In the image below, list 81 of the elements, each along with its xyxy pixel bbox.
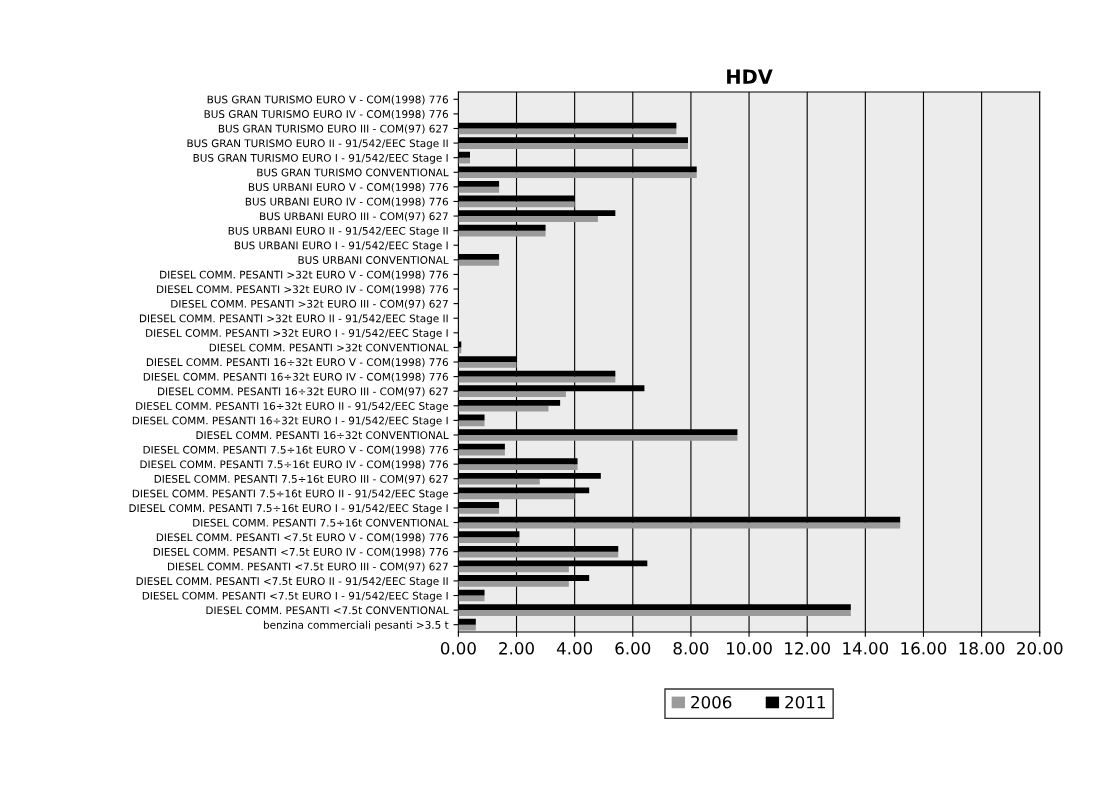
y-tick-label: BUS GRAN TURISMO CONVENTIONAL — [257, 168, 449, 177]
y-tick-label: benzina commerciali pesanti >3.5 t — [263, 620, 449, 631]
bar — [458, 610, 851, 616]
bar — [458, 551, 619, 558]
bar — [458, 502, 500, 508]
legend-label: 2011 — [785, 695, 825, 709]
bar — [458, 420, 485, 427]
bar — [458, 143, 689, 149]
y-tick-label: DIESEL COMM. PESANTI <7.5t EURO IV - COM(1998) 776 — [153, 547, 448, 558]
y-tick-label: DIESEL COMM. PESANTI 16÷32t EURO II - 91/542/EEC Stage — [136, 402, 449, 412]
bar — [458, 589, 485, 596]
y-tick-label: DIESEL COMM. PESANTI <7.5t EURO II - 91/542/EEC Stage II — [136, 577, 448, 588]
y-tick-label: DIESEL COMM. PESANTI 7.5÷16t EURO IV - COM(1998) 776 — [140, 460, 448, 470]
y-tick-label: DIESEL COMM. PESANTI 7.5÷16t EURO III - COM(97) 627 — [154, 474, 448, 485]
bar — [458, 478, 540, 485]
y-tick-label: BUS URBANI CONVENTIONAL — [298, 256, 449, 264]
y-tick-label: DIESEL COMM. PESANTI 16÷32t CONVENTIONAL — [196, 431, 449, 440]
bar — [458, 172, 697, 179]
bar — [458, 405, 549, 412]
x-tick-label: 6.00 — [615, 642, 651, 655]
y-tick-label: DIESEL COMM. PESANTI >32t EURO II - 91/542/EEC Stage II — [139, 314, 448, 325]
x-tick-label: 14.00 — [843, 642, 889, 655]
y-tick-label: DIESEL COMM. PESANTI 7.5÷16t EURO II - 91/542/EEC Stage — [132, 489, 449, 500]
y-tick-label: BUS URBANI EURO II - 91/542/EEC Stage II — [228, 226, 448, 237]
x-tick-label: 20.00 — [1017, 642, 1063, 655]
y-tick-label: BUS URBANI EURO III - COM(97) 627 — [260, 212, 448, 222]
bar — [458, 507, 500, 514]
x-tick-label: 2.00 — [499, 642, 534, 655]
bar — [458, 128, 677, 135]
y-tick-label: DIESEL COMM. PESANTI >32t EURO III - COM(97) 627 — [171, 299, 448, 309]
x-tick-label: 8.00 — [673, 642, 709, 655]
y-tick-label: DIESEL COMM. PESANTI >32t EURO IV - COM(1998) 776 — [157, 285, 448, 295]
y-tick-label: DIESEL COMM. PESANTI 16÷32t EURO III - COM(97) 627 — [158, 387, 448, 397]
bar — [458, 151, 471, 158]
bar — [458, 259, 500, 266]
bar — [458, 624, 476, 631]
x-tick-label: 12.00 — [785, 642, 830, 655]
x-tick-label: 4.00 — [556, 642, 593, 655]
bar — [458, 157, 471, 164]
y-tick-label: DIESEL COMM. PESANTI 7.5÷16t EURO V - COM(1998) 776 — [143, 445, 448, 455]
bar — [458, 580, 569, 587]
y-tick-label: DIESEL COMM. PESANTI >32t CONVENTIONAL — [209, 343, 449, 352]
x-tick-label: 0.00 — [440, 642, 476, 655]
bar — [458, 493, 575, 500]
y-tick-label: DIESEL COMM. PESANTI 16÷32t EURO V - COM(1998) 776 — [146, 358, 448, 368]
bar — [458, 537, 520, 543]
bar — [458, 391, 566, 398]
bar — [458, 186, 500, 193]
x-tick-label: 10.00 — [727, 642, 772, 655]
bar — [458, 464, 578, 470]
y-tick-label: BUS GRAN TURISMO EURO I - 91/542/EEC Stage I — [193, 153, 448, 164]
chart-title: HDV — [727, 69, 773, 84]
y-tick-label: BUS GRAN TURISMO EURO IV - COM(1998) 776 — [204, 109, 448, 120]
bar — [458, 254, 500, 260]
legend-label: 2006 — [691, 695, 732, 709]
y-tick-label: BUS URBANI EURO V - COM(1998) 776 — [248, 182, 448, 193]
y-tick-label: BUS GRAN TURISMO EURO II - 91/542/EEC Stage II — [187, 139, 448, 150]
bar — [458, 216, 598, 222]
bar — [458, 618, 476, 625]
y-tick-label: DIESEL COMM. PESANTI 7.5÷16t CONVENTIONAL — [193, 518, 449, 527]
bar — [458, 201, 575, 208]
y-tick-label: BUS GRAN TURISMO EURO V - COM(1998) 776 — [207, 95, 448, 105]
y-tick-label: BUS GRAN TURISMO EURO III - COM(97) 627 — [218, 124, 448, 134]
y-tick-label: DIESEL COMM. PESANTI <7.5t CONVENTIONAL — [206, 606, 449, 615]
y-tick-label: DIESEL COMM. PESANTI 16÷32t EURO I - 91/542/EEC Stage I — [132, 416, 448, 427]
y-tick-label: DIESEL COMM. PESANTI >32t EURO I - 91/542/EEC Stage I — [146, 329, 448, 339]
y-tick-label: DIESEL COMM. PESANTI <7.5t EURO V - COM(1998) 776 — [156, 533, 448, 543]
bar — [458, 443, 505, 450]
y-tick-label: BUS URBANI EURO IV - COM(1998) 776 — [245, 197, 448, 207]
y-tick-label: DIESEL COMM. PESANTI 16÷32t EURO IV - COM(1998) 776 — [143, 372, 448, 382]
x-tick-label: 16.00 — [901, 642, 947, 655]
bar — [458, 434, 738, 441]
x-tick-label: 18.00 — [959, 642, 1005, 655]
y-tick-label: DIESEL COMM. PESANTI 7.5÷16t EURO I - 91/542/EEC Stage I — [129, 504, 448, 515]
bar — [458, 566, 569, 573]
y-tick-label: BUS URBANI EURO I - 91/542/EEC Stage I — [234, 241, 448, 252]
y-tick-label: DIESEL COMM. PESANTI >32t EURO V - COM(1998) 776 — [160, 270, 448, 280]
bar — [458, 181, 500, 187]
y-tick-label: DIESEL COMM. PESANTI <7.5t EURO III - COM(97) 627 — [168, 562, 448, 572]
y-tick-label: DIESEL COMM. PESANTI <7.5t EURO I - 91/542/EEC Stage I — [142, 591, 448, 602]
bar — [458, 362, 517, 368]
